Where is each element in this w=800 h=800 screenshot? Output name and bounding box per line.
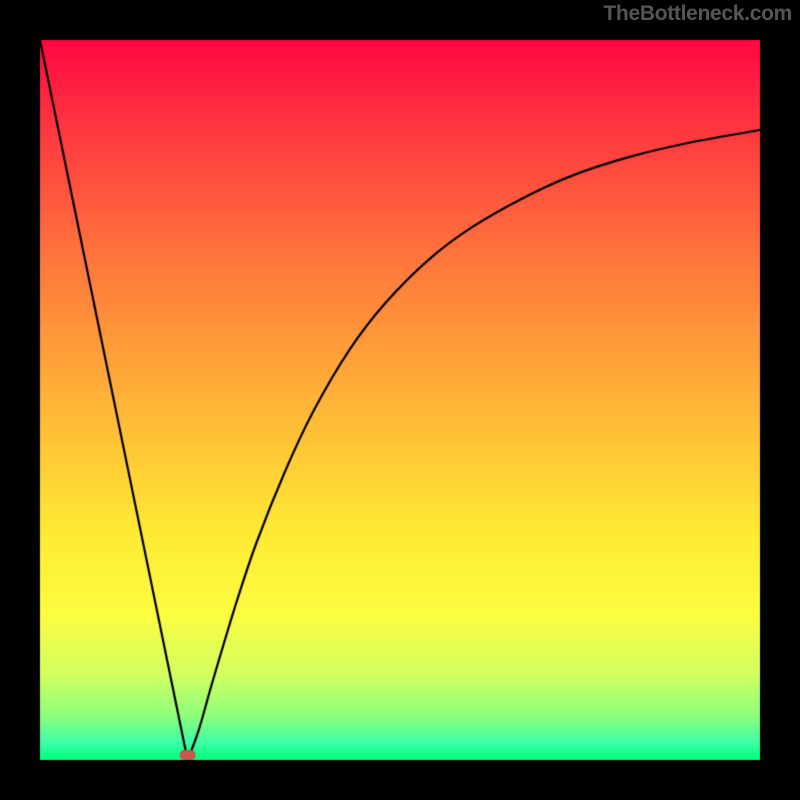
chart-container: TheBottleneck.com (0, 0, 800, 800)
watermark-text: TheBottleneck.com (603, 2, 792, 26)
gradient-bottleneck-chart (0, 0, 800, 800)
